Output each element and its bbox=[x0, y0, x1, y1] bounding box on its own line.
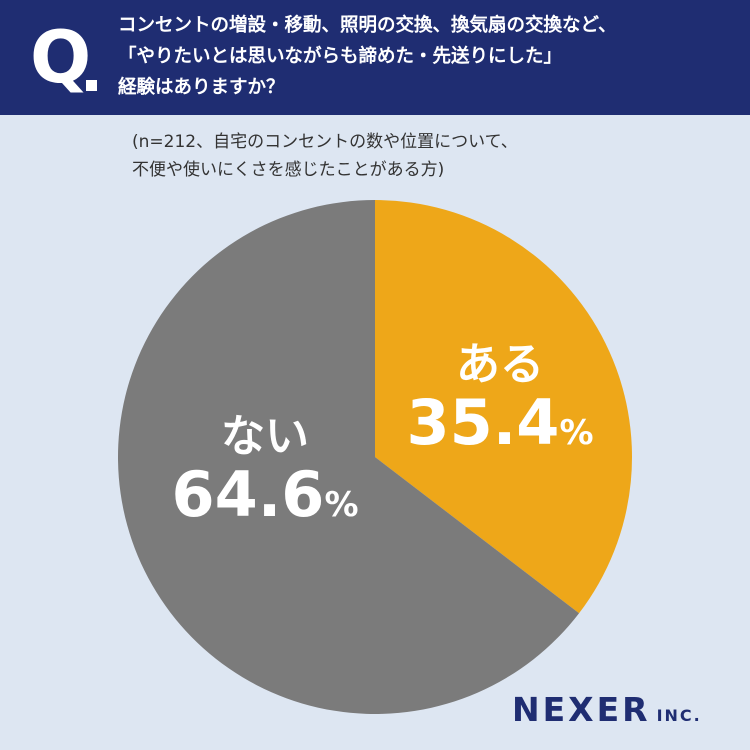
slice-label-nai: ない 64.6% bbox=[155, 412, 375, 538]
question-line-2: 「やりたいとは思いながらも諦めた・先送りにした」 bbox=[118, 46, 563, 67]
sample-note-line-1: (n=212、自宅のコンセントの数や位置について、 bbox=[132, 132, 518, 152]
question-line-1: コンセントの増設・移動、照明の交換、換気扇の交換など、 bbox=[118, 15, 617, 36]
question-text: コンセントの増設・移動、照明の交換、換気扇の交換など、 「やりたいとは思いながら… bbox=[118, 10, 738, 103]
question-line-3: 経験はありますか？ bbox=[118, 77, 285, 98]
logo-sub: INC. bbox=[656, 706, 702, 725]
slice-value-number-aru: 35.4 bbox=[406, 386, 560, 459]
question-header: Q コンセントの増設・移動、照明の交換、換気扇の交換など、 「やりたいとは思いな… bbox=[0, 0, 750, 115]
q-mark-icon: Q bbox=[30, 15, 100, 99]
q-dot bbox=[86, 80, 97, 91]
slice-name-aru: ある bbox=[456, 339, 544, 390]
slice-value-unit-nai: % bbox=[324, 485, 359, 525]
slice-value-aru: 35.4% bbox=[395, 390, 605, 466]
nexer-logo: NEXER INC. bbox=[512, 690, 702, 729]
pie-slice-nai bbox=[117, 200, 580, 714]
slice-value-number-nai: 64.6 bbox=[171, 458, 325, 531]
pie-slice-aru bbox=[375, 200, 632, 614]
q-letter: Q bbox=[30, 15, 92, 99]
sample-note-line-2: 不便や使いにくさを感じたことがある方) bbox=[132, 160, 445, 180]
slice-value-unit-aru: % bbox=[559, 413, 594, 453]
slice-name-nai: ない bbox=[221, 411, 309, 462]
sample-note: (n=212、自宅のコンセントの数や位置について、 不便や使いにくさを感じたこと… bbox=[132, 128, 518, 184]
slice-label-aru: ある 35.4% bbox=[395, 340, 605, 466]
logo-main: NEXER bbox=[512, 690, 651, 729]
slice-value-nai: 64.6% bbox=[155, 462, 375, 538]
